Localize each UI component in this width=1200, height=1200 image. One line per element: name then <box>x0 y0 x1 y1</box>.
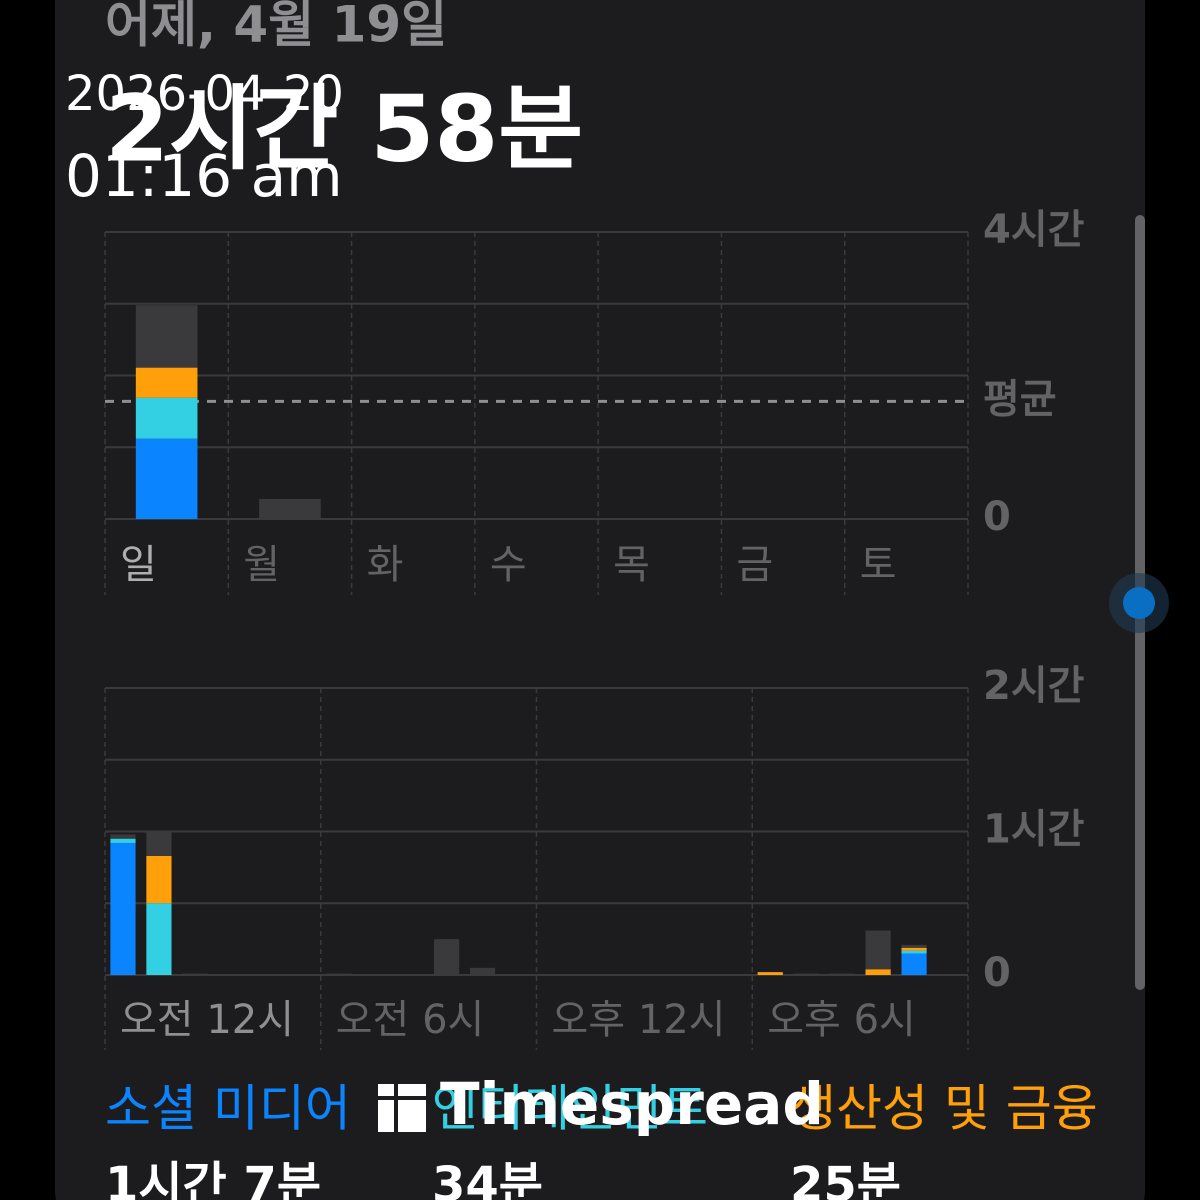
bar-segment <box>901 953 927 975</box>
x-tick-label: 오후 6시 <box>767 997 916 1043</box>
bar-segment <box>326 973 352 975</box>
y-tick-label: 0 <box>983 950 1011 996</box>
bar-segment <box>135 305 198 368</box>
legend-name: 소셜 미디어 <box>105 1080 351 1138</box>
bar-segment <box>135 438 198 519</box>
bar-segment <box>110 842 136 975</box>
legend-total: 34분 <box>432 1157 543 1200</box>
bar-segment <box>829 973 855 975</box>
bar-segment <box>259 498 321 519</box>
legend-total: 25분 <box>790 1157 901 1200</box>
bar-segment <box>182 973 208 975</box>
legend-total: 1시간 7분 <box>105 1157 321 1200</box>
panel <box>55 0 1145 1200</box>
x-tick-label: 일 <box>120 542 157 588</box>
bar-segment <box>146 903 172 975</box>
x-tick-label: 금 <box>736 542 773 588</box>
bar-segment <box>469 967 496 975</box>
x-tick-label: 토 <box>860 542 897 588</box>
bar-segment <box>135 367 198 398</box>
watermark: Timespread <box>440 1070 824 1138</box>
bar-segment <box>901 950 927 954</box>
bar-segment <box>434 939 460 975</box>
bar-segment <box>146 855 172 904</box>
bar-segment <box>135 397 198 439</box>
y-tick-label: 2시간 <box>983 663 1085 709</box>
y-tick-label: 0 <box>983 494 1011 540</box>
bar-segment <box>865 969 891 975</box>
watermark-icon <box>378 1084 426 1132</box>
timestamp-date: 2026-04-20 <box>65 66 344 122</box>
bar-segment <box>901 944 927 948</box>
x-tick-label: 수 <box>490 542 527 588</box>
bar-segment <box>146 831 172 856</box>
timestamp-time: 01:16 am <box>65 142 343 210</box>
y-tick-label: 평균 <box>983 376 1057 422</box>
bar-segment <box>865 930 891 970</box>
scroll-knob[interactable] <box>1123 587 1155 619</box>
legend-name: 엔터테인먼트 <box>432 1080 708 1138</box>
bar-segment <box>901 947 927 951</box>
bar-segment <box>793 973 819 975</box>
x-tick-label: 오전 6시 <box>336 997 485 1043</box>
legend-name: 생산성 및 금융 <box>790 1080 1098 1138</box>
y-tick-label: 4시간 <box>983 207 1085 253</box>
x-tick-label: 목 <box>613 542 650 588</box>
y-tick-label: 1시간 <box>983 807 1085 853</box>
date: 어제, 4월 19일 <box>105 0 447 54</box>
bar-segment <box>110 834 136 839</box>
x-tick-label: 오전 12시 <box>120 997 294 1043</box>
x-tick-label: 화 <box>367 542 404 588</box>
total-time: 2시간 58분 <box>105 75 583 182</box>
x-tick-label: 월 <box>243 542 280 588</box>
bar-segment <box>110 838 136 843</box>
x-tick-label: 오후 12시 <box>552 997 726 1043</box>
bar-segment <box>757 972 783 975</box>
